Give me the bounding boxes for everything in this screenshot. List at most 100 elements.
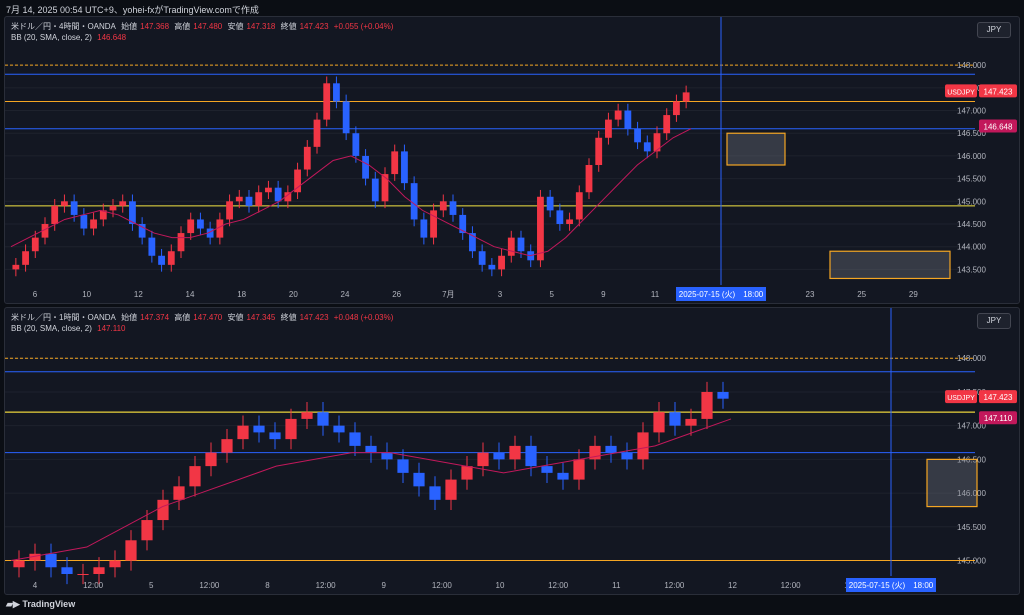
time-tick-label: 12:00: [781, 581, 802, 590]
time-tick-label: 3: [498, 290, 503, 299]
candle-body: [365, 445, 377, 453]
time-tick-label: 4: [33, 581, 38, 590]
time-tick-label: 6: [33, 290, 38, 299]
price-tick-label: 145.000: [957, 197, 986, 206]
chart-canvas[interactable]: 148.000147.500147.000146.500146.000145.5…: [5, 17, 1019, 303]
candle-body: [477, 452, 489, 467]
candle-body: [333, 83, 340, 102]
candle-body: [90, 219, 97, 229]
candle-body: [61, 567, 73, 574]
symbol-tag-bg: [945, 390, 977, 404]
candle-body: [585, 165, 593, 193]
candle-body: [459, 214, 467, 234]
time-tick-label: 24: [341, 290, 350, 299]
candle-body: [255, 192, 263, 206]
candle-body: [51, 205, 59, 224]
candle-body: [461, 466, 473, 480]
candle-body: [274, 187, 282, 202]
candle-body: [70, 201, 78, 215]
candle-body: [205, 452, 217, 467]
candle-body: [541, 466, 553, 473]
candle-body: [517, 237, 525, 252]
candle-body: [509, 445, 521, 460]
time-tick-label: 12: [134, 290, 143, 299]
time-tick-label: 10: [496, 581, 505, 590]
candle-body: [148, 237, 156, 256]
candle-body: [285, 418, 297, 440]
high-label: 高値: [174, 22, 191, 31]
time-tick-label: 26: [392, 290, 401, 299]
candle-body: [22, 251, 29, 265]
candle-body: [643, 142, 651, 152]
open-value: 147.374: [140, 313, 170, 322]
candle-body: [449, 201, 457, 215]
currency-badge[interactable]: JPY: [977, 22, 1011, 38]
cursor-time-badge: [846, 578, 936, 592]
price-tick-label: 147.000: [957, 422, 986, 431]
symbol-tag: USDJPY: [947, 395, 975, 402]
candle-body: [605, 119, 612, 138]
cursor-time-badge: [676, 287, 766, 301]
candle-body: [197, 219, 204, 229]
candle-body: [397, 459, 409, 473]
open-label: 始値: [121, 313, 138, 322]
bb-tag: 147.110: [984, 414, 1013, 423]
candle-body: [177, 233, 185, 252]
time-tick-label: 25: [857, 290, 866, 299]
header-bar: 7月 14, 2025 00:54 UTC+9、yohei-fxがTrading…: [0, 0, 1024, 16]
open-value: 147.368: [140, 22, 170, 31]
bb-tag-bg: [979, 119, 1017, 133]
close-value: 147.423: [299, 313, 329, 322]
price-tick-label: 148.000: [957, 354, 986, 363]
bb-value: 146.648: [97, 33, 127, 42]
bb-middle-line: [10, 418, 732, 562]
candle-body: [573, 459, 585, 480]
candle-body: [323, 83, 331, 120]
change-value: +0.055 (+0.04%): [333, 22, 394, 31]
candle-body: [575, 192, 583, 220]
price-tick-label: 146.500: [957, 129, 986, 138]
candle-body: [566, 219, 573, 224]
candle-body: [269, 432, 281, 440]
chart-pane-1h[interactable]: 米ドル／円・1時間・OANDA 始値 147.374 高値 147.470 安値 14…: [4, 307, 1020, 595]
target-zone: [726, 132, 786, 166]
candle-body: [109, 560, 121, 568]
candle-body: [125, 540, 137, 561]
candle-body: [429, 486, 441, 500]
price-tick-label: 147.000: [957, 107, 986, 116]
candle-body: [313, 119, 321, 147]
candle-body: [157, 499, 169, 521]
time-tick-label: 14: [186, 290, 195, 299]
candle-body: [488, 264, 496, 270]
candle-body: [469, 233, 476, 252]
cursor-time-label: 2025-07-15 (火) 18:00: [679, 290, 764, 299]
tradingview-logo: ▰▶ TradingView: [6, 599, 75, 610]
brand-label: TradingView: [22, 599, 76, 609]
bb-legend: BB (20, SMA, close, 2) 146.648: [11, 33, 129, 42]
candle-body: [317, 412, 329, 426]
candle-body: [445, 479, 457, 500]
close-label: 終値: [280, 22, 297, 31]
candle-body: [653, 133, 661, 152]
time-tick-label: 12:00: [316, 581, 337, 590]
close-label: 終値: [280, 313, 297, 322]
time-tick-label: 8: [265, 581, 270, 590]
candle-body: [557, 472, 569, 480]
currency-badge[interactable]: JPY: [977, 313, 1011, 329]
header-title: 7月 14, 2025 00:54 UTC+9、yohei-fxがTrading…: [6, 5, 259, 15]
candle-body: [31, 237, 39, 252]
chart-canvas[interactable]: 148.000147.500147.000146.500146.000145.5…: [5, 308, 1019, 594]
candle-body: [129, 201, 136, 224]
time-tick-label: 12:00: [432, 581, 453, 590]
candle-body: [701, 391, 713, 419]
time-tick-label: 12:00: [199, 581, 220, 590]
symbol-tag: USDJPY: [947, 89, 975, 96]
bb-tag-bg: [979, 411, 1017, 425]
ohlc-legend: 米ドル／円・4時間・OANDA 始値 147.368 高値 147.480 安値 14…: [11, 21, 396, 32]
time-tick-label: 23: [806, 290, 815, 299]
chart-pane-4h[interactable]: 米ドル／円・4時間・OANDA 始値 147.368 高値 147.480 安値 14…: [4, 16, 1020, 304]
candle-body: [546, 196, 554, 211]
price-tag-bg: [979, 390, 1017, 404]
candle-body: [109, 205, 117, 211]
bb-value: 147.110: [97, 324, 126, 333]
